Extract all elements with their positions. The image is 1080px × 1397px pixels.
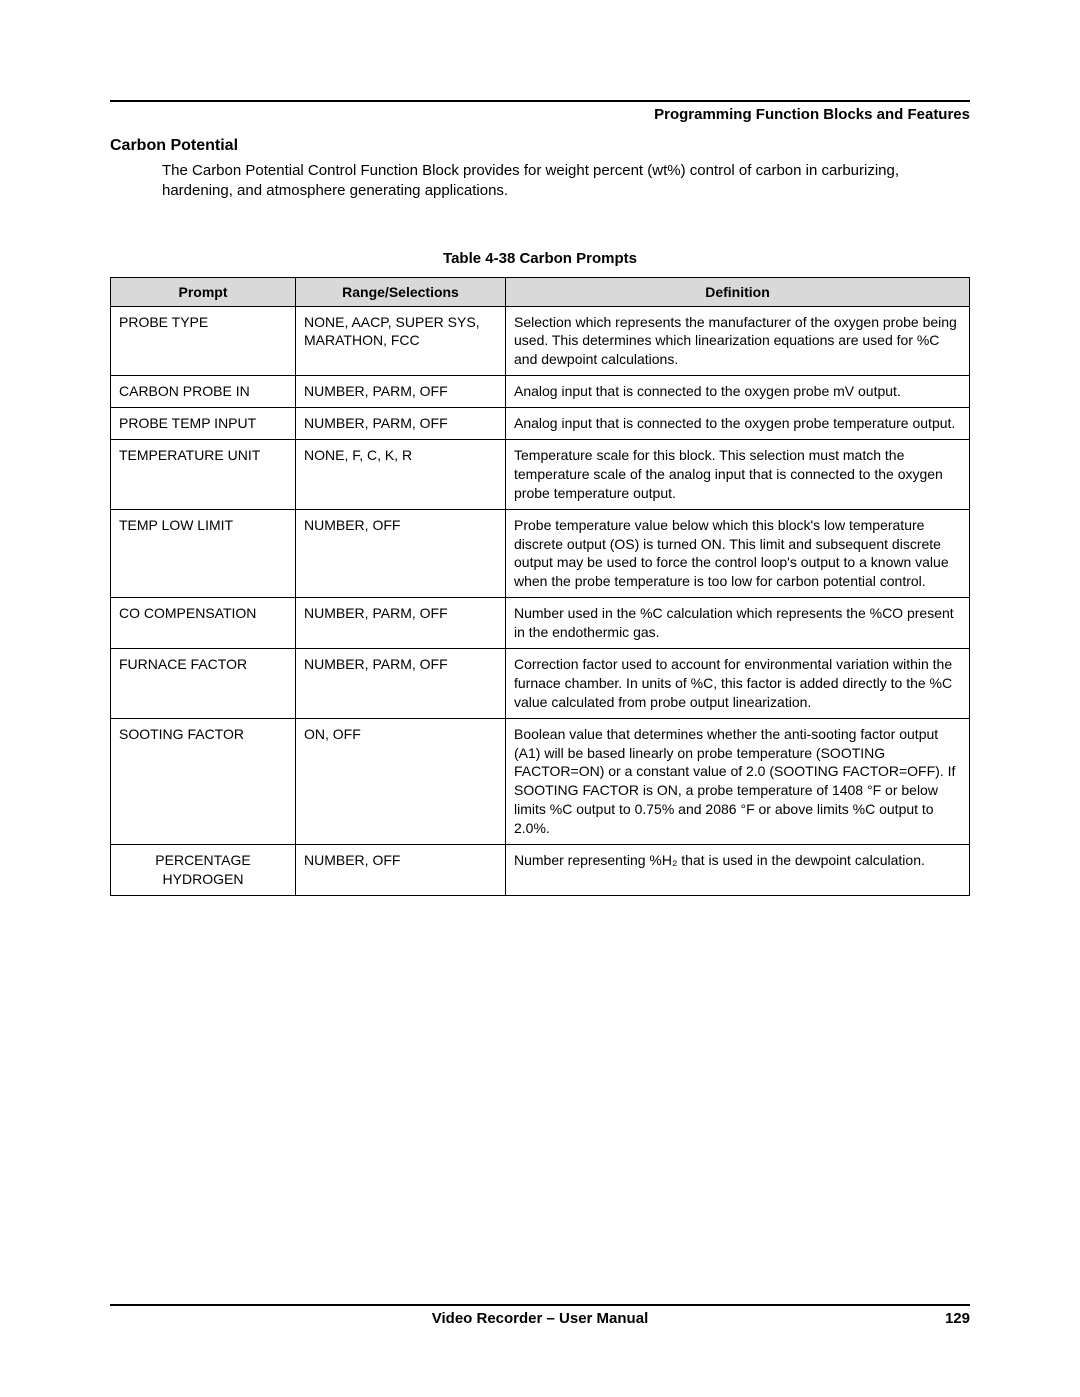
section-intro: The Carbon Potential Control Function Bl…	[162, 161, 970, 202]
col-header-range: Range/Selections	[296, 277, 506, 306]
table-body: PROBE TYPENONE, AACP, SUPER SYS, MARATHO…	[111, 306, 970, 895]
section-title: Carbon Potential	[110, 137, 970, 155]
cell-definition: Analog input that is connected to the ox…	[506, 408, 970, 440]
table-caption: Table 4-38 Carbon Prompts	[110, 250, 970, 267]
carbon-prompts-table: Prompt Range/Selections Definition PROBE…	[110, 277, 970, 896]
footer-rule	[110, 1304, 970, 1306]
cell-range: NUMBER, OFF	[296, 509, 506, 598]
cell-range: NUMBER, PARM, OFF	[296, 408, 506, 440]
cell-definition: Correction factor used to account for en…	[506, 648, 970, 718]
cell-range: NUMBER, OFF	[296, 844, 506, 895]
table-row: TEMPERATURE UNITNONE, F, C, K, RTemperat…	[111, 439, 970, 509]
cell-range: ON, OFF	[296, 718, 506, 844]
page-body: Programming Function Blocks and Features…	[0, 0, 1080, 956]
cell-prompt: TEMPERATURE UNIT	[111, 439, 296, 509]
cell-range: NUMBER, PARM, OFF	[296, 598, 506, 649]
cell-definition: Number representing %H₂ that is used in …	[506, 844, 970, 895]
table-row: PROBE TEMP INPUTNUMBER, PARM, OFFAnalog …	[111, 408, 970, 440]
cell-prompt: PERCENTAGE HYDROGEN	[111, 844, 296, 895]
col-header-prompt: Prompt	[111, 277, 296, 306]
col-header-definition: Definition	[506, 277, 970, 306]
cell-definition: Probe temperature value below which this…	[506, 509, 970, 598]
table-row: CO COMPENSATIONNUMBER, PARM, OFFNumber u…	[111, 598, 970, 649]
cell-range: NUMBER, PARM, OFF	[296, 648, 506, 718]
cell-prompt: CARBON PROBE IN	[111, 376, 296, 408]
cell-prompt: PROBE TEMP INPUT	[111, 408, 296, 440]
table-row: TEMP LOW LIMITNUMBER, OFFProbe temperatu…	[111, 509, 970, 598]
cell-definition: Selection which represents the manufactu…	[506, 306, 970, 376]
table-row: PROBE TYPENONE, AACP, SUPER SYS, MARATHO…	[111, 306, 970, 376]
cell-definition: Boolean value that determines whether th…	[506, 718, 970, 844]
cell-range: NONE, F, C, K, R	[296, 439, 506, 509]
cell-definition: Analog input that is connected to the ox…	[506, 376, 970, 408]
table-row: PERCENTAGE HYDROGENNUMBER, OFFNumber rep…	[111, 844, 970, 895]
cell-prompt: FURNACE FACTOR	[111, 648, 296, 718]
cell-prompt: TEMP LOW LIMIT	[111, 509, 296, 598]
table-row: CARBON PROBE INNUMBER, PARM, OFFAnalog i…	[111, 376, 970, 408]
table-row: FURNACE FACTORNUMBER, PARM, OFFCorrectio…	[111, 648, 970, 718]
cell-prompt: PROBE TYPE	[111, 306, 296, 376]
cell-range: NUMBER, PARM, OFF	[296, 376, 506, 408]
header-rule	[110, 100, 970, 102]
cell-range: NONE, AACP, SUPER SYS, MARATHON, FCC	[296, 306, 506, 376]
footer-manual-title: Video Recorder – User Manual	[110, 1310, 970, 1327]
page-footer: Video Recorder – User Manual 129	[110, 1304, 970, 1327]
cell-prompt: CO COMPENSATION	[111, 598, 296, 649]
chapter-header: Programming Function Blocks and Features	[110, 106, 970, 123]
cell-definition: Temperature scale for this block. This s…	[506, 439, 970, 509]
table-row: SOOTING FACTORON, OFFBoolean value that …	[111, 718, 970, 844]
cell-definition: Number used in the %C calculation which …	[506, 598, 970, 649]
cell-prompt: SOOTING FACTOR	[111, 718, 296, 844]
table-header-row: Prompt Range/Selections Definition	[111, 277, 970, 306]
